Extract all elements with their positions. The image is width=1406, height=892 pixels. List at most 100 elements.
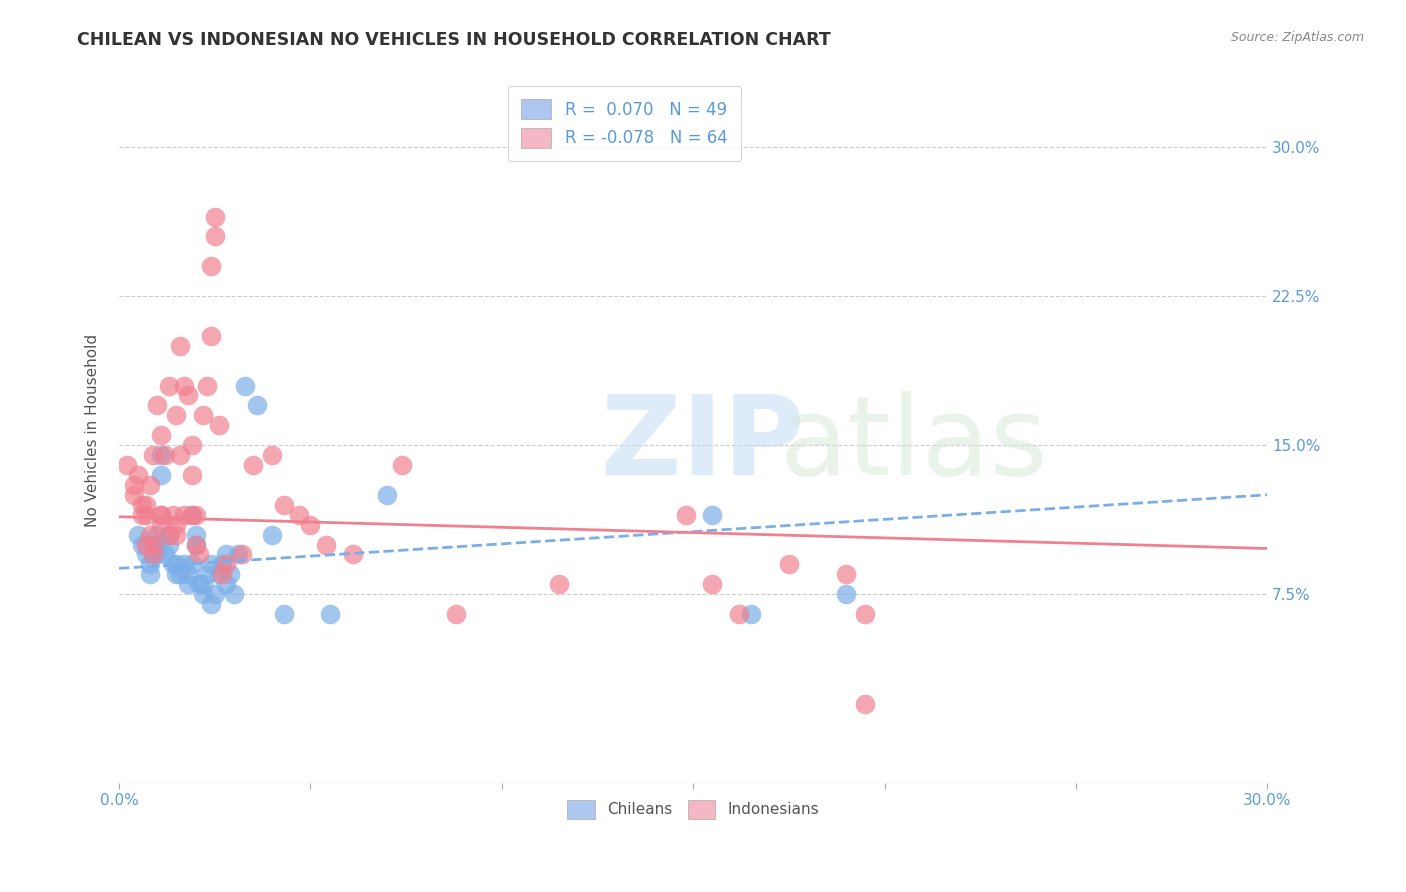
- Point: [157, 527, 180, 541]
- Point: [200, 597, 222, 611]
- Point: [135, 498, 157, 512]
- Point: [193, 577, 215, 591]
- Point: [166, 409, 188, 423]
- Point: [222, 587, 245, 601]
- Point: [835, 567, 858, 582]
- Point: [146, 398, 169, 412]
- Point: [702, 577, 724, 591]
- Point: [242, 458, 264, 472]
- Point: [318, 607, 340, 621]
- Point: [219, 567, 242, 582]
- Point: [135, 548, 157, 562]
- Point: [702, 508, 724, 522]
- Point: [166, 567, 188, 582]
- Point: [153, 548, 176, 562]
- Point: [180, 508, 202, 522]
- Point: [375, 488, 398, 502]
- Point: [177, 577, 200, 591]
- Point: [207, 567, 229, 582]
- Point: [135, 537, 157, 551]
- Point: [169, 339, 191, 353]
- Point: [142, 548, 165, 562]
- Point: [177, 388, 200, 402]
- Point: [180, 467, 202, 482]
- Point: [131, 498, 153, 512]
- Point: [131, 537, 153, 551]
- Point: [204, 229, 226, 244]
- Point: [169, 567, 191, 582]
- Point: [173, 508, 195, 522]
- Point: [173, 558, 195, 572]
- Point: [127, 527, 149, 541]
- Point: [342, 548, 364, 562]
- Point: [778, 558, 800, 572]
- Point: [162, 558, 184, 572]
- Point: [131, 508, 153, 522]
- Point: [226, 548, 249, 562]
- Point: [211, 567, 233, 582]
- Point: [166, 527, 188, 541]
- Point: [548, 577, 571, 591]
- Point: [124, 488, 146, 502]
- Point: [157, 527, 180, 541]
- Point: [204, 210, 226, 224]
- Point: [193, 587, 215, 601]
- Point: [184, 527, 207, 541]
- Point: [177, 567, 200, 582]
- Point: [150, 508, 173, 522]
- Point: [138, 558, 160, 572]
- Point: [180, 508, 202, 522]
- Point: [215, 558, 238, 572]
- Text: ZIP: ZIP: [602, 391, 804, 498]
- Point: [173, 378, 195, 392]
- Point: [835, 587, 858, 601]
- Point: [204, 587, 226, 601]
- Point: [157, 378, 180, 392]
- Point: [115, 458, 138, 472]
- Point: [150, 508, 173, 522]
- Text: CHILEAN VS INDONESIAN NO VEHICLES IN HOUSEHOLD CORRELATION CHART: CHILEAN VS INDONESIAN NO VEHICLES IN HOU…: [77, 31, 831, 49]
- Point: [235, 378, 257, 392]
- Point: [169, 448, 191, 462]
- Point: [273, 607, 295, 621]
- Point: [150, 517, 173, 532]
- Point: [127, 467, 149, 482]
- Point: [273, 498, 295, 512]
- Point: [157, 537, 180, 551]
- Point: [855, 697, 877, 711]
- Point: [166, 558, 188, 572]
- Point: [146, 527, 169, 541]
- Point: [195, 378, 218, 392]
- Point: [193, 409, 215, 423]
- Point: [315, 537, 337, 551]
- Point: [150, 448, 173, 462]
- Point: [146, 548, 169, 562]
- Point: [138, 527, 160, 541]
- Point: [150, 428, 173, 442]
- Point: [138, 567, 160, 582]
- Point: [180, 558, 202, 572]
- Point: [288, 508, 311, 522]
- Point: [299, 517, 322, 532]
- Point: [728, 607, 751, 621]
- Point: [135, 508, 157, 522]
- Point: [124, 478, 146, 492]
- Point: [391, 458, 413, 472]
- Point: [142, 537, 165, 551]
- Point: [142, 537, 165, 551]
- Point: [180, 438, 202, 452]
- Point: [675, 508, 697, 522]
- Point: [207, 418, 229, 433]
- Point: [200, 328, 222, 343]
- Y-axis label: No Vehicles in Household: No Vehicles in Household: [86, 334, 100, 527]
- Point: [153, 448, 176, 462]
- Point: [200, 260, 222, 274]
- Point: [184, 537, 207, 551]
- Point: [215, 548, 238, 562]
- Point: [184, 508, 207, 522]
- Text: atlas: atlas: [779, 391, 1047, 498]
- Point: [188, 577, 211, 591]
- Point: [215, 577, 238, 591]
- Point: [231, 548, 253, 562]
- Point: [740, 607, 762, 621]
